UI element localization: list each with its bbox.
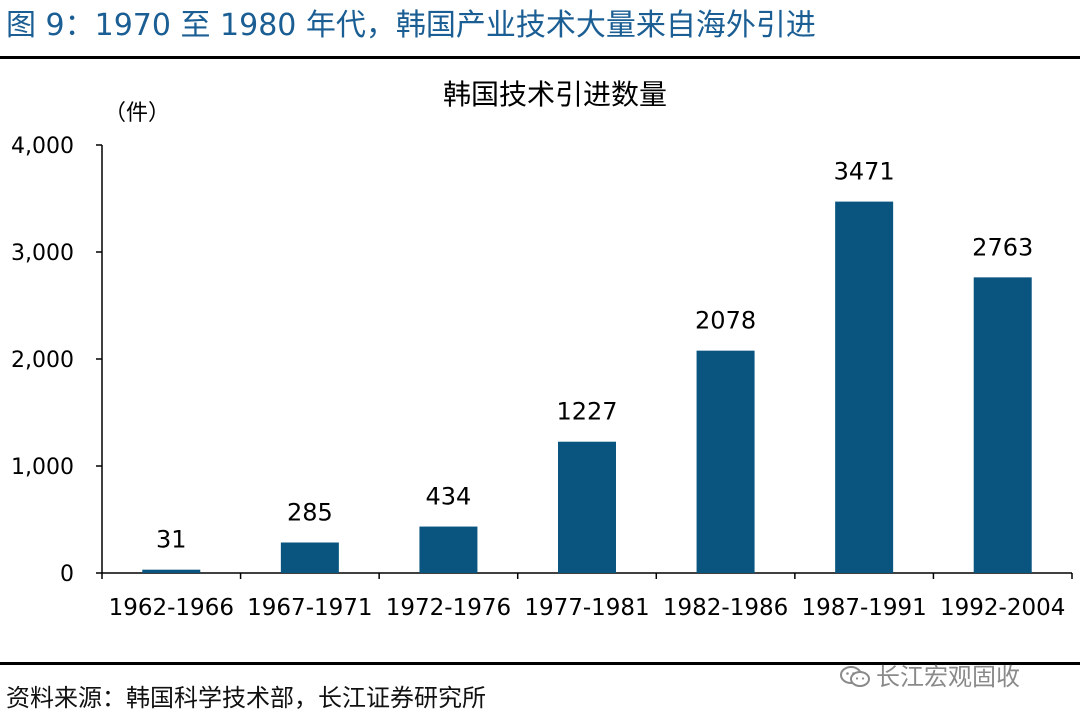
category-label: 1972-1976: [386, 595, 511, 621]
data-label: 2078: [695, 307, 756, 335]
bar-1967-1971: [280, 542, 339, 573]
bar-1972-1976: [419, 526, 478, 573]
bar-1962-1966: [142, 569, 201, 573]
chart-title: 韩国技术引进数量: [443, 78, 667, 111]
data-label: 285: [287, 499, 333, 527]
y-tick-label: 3,000: [11, 241, 74, 266]
source-note: 资料来源：韩国科学技术部，长江证券研究所: [6, 684, 486, 712]
category-label: 1987-1991: [801, 595, 926, 621]
bar-1977-1981: [558, 441, 616, 573]
bar-1987-1991: [835, 201, 894, 573]
top-rule: [0, 56, 1080, 59]
category-label: 1967-1971: [247, 595, 372, 621]
category-label: 1962-1966: [109, 595, 234, 621]
watermark-text: 长江宏观固收: [876, 663, 1020, 691]
data-label: 31: [156, 526, 187, 554]
category-label: 1992-2004: [940, 595, 1065, 621]
category-label: 1977-1981: [524, 595, 649, 621]
bottom-rule: [0, 662, 1080, 665]
bar-1982-1986: [696, 350, 755, 573]
data-label: 3471: [834, 158, 895, 186]
y-tick-label: 0: [60, 562, 74, 587]
y-tick-label: 2,000: [11, 348, 74, 373]
data-label: 1227: [556, 398, 617, 426]
wechat-icon: [840, 666, 870, 687]
y-tick-label: 4,000: [11, 134, 74, 159]
data-label: 434: [426, 483, 472, 511]
bar-1992-2004: [973, 277, 1032, 573]
figure-title: 图 9：1970 至 1980 年代，韩国产业技术大量来自海外引进: [6, 8, 816, 43]
category-label: 1982-1986: [663, 595, 788, 621]
y-tick-label: 1,000: [11, 455, 74, 480]
y-axis-unit: （件）: [104, 101, 170, 126]
data-label: 2763: [972, 233, 1033, 261]
plot-area: 0 1,000 2,000 3,000 4,000 31 1962-1966 285 1967-…: [11, 134, 1073, 621]
watermark: 长江宏观固收: [840, 662, 1020, 692]
bar-chart: 韩国技术引进数量 （件） 0 1,000 2,000 3,000 4,000 31 1962…: [11, 78, 1073, 621]
